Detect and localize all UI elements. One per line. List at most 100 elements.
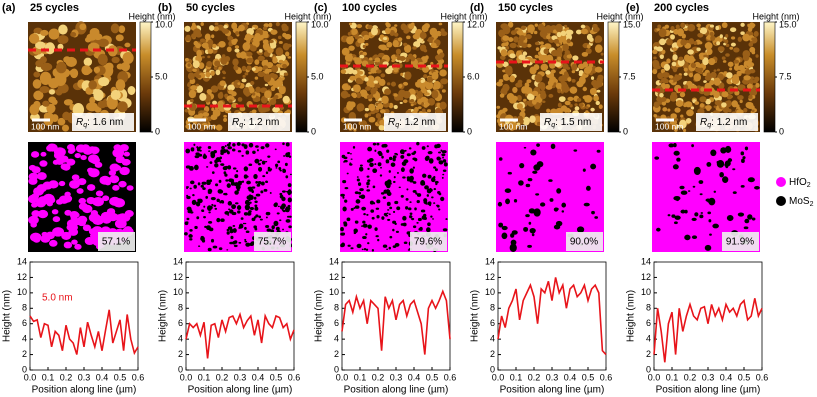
mos2-gap bbox=[274, 148, 277, 151]
grain bbox=[585, 106, 589, 110]
mos2-gap bbox=[248, 142, 254, 148]
grain bbox=[386, 41, 393, 48]
grain bbox=[373, 87, 378, 92]
grain bbox=[58, 24, 68, 35]
mos2-gap bbox=[438, 160, 444, 165]
mos2-gap bbox=[367, 146, 373, 152]
mos2-gap bbox=[719, 172, 724, 178]
grain bbox=[63, 99, 73, 106]
grain bbox=[441, 89, 446, 93]
grain bbox=[680, 114, 684, 118]
grain bbox=[557, 102, 562, 108]
colorbar-tick-label: 6.0 bbox=[467, 71, 480, 81]
mos2-gap bbox=[420, 182, 426, 186]
mos2-gap bbox=[249, 206, 254, 211]
grain bbox=[534, 41, 540, 46]
mos2-gap bbox=[376, 142, 380, 146]
mos2-gap bbox=[390, 162, 396, 167]
grain bbox=[543, 48, 549, 55]
grain bbox=[214, 22, 219, 26]
grain bbox=[664, 65, 669, 69]
profile-line bbox=[185, 311, 295, 359]
grain bbox=[264, 90, 272, 99]
grain bbox=[699, 103, 705, 108]
mos2-gap bbox=[673, 143, 677, 148]
grain bbox=[210, 70, 215, 76]
grain bbox=[582, 95, 589, 100]
mos2-gap bbox=[366, 213, 369, 216]
grain bbox=[596, 89, 601, 93]
mos2-gap bbox=[287, 189, 292, 195]
grain bbox=[215, 124, 223, 131]
grain bbox=[597, 74, 604, 81]
mos2-gap bbox=[244, 238, 247, 241]
grain bbox=[733, 64, 740, 71]
rq-box bbox=[72, 113, 134, 131]
grain bbox=[721, 91, 729, 98]
grain bbox=[261, 59, 269, 67]
mos2-gap bbox=[201, 210, 205, 213]
hfo2-grain bbox=[126, 185, 134, 191]
mos2-gap bbox=[189, 238, 193, 241]
x-tick-label: 0.3 bbox=[546, 372, 559, 382]
mos2-gap bbox=[191, 199, 197, 206]
colorbar bbox=[451, 21, 464, 133]
mos2-gap bbox=[197, 149, 200, 152]
mos2-gap bbox=[356, 176, 359, 178]
x-tick-label: 0.1 bbox=[354, 372, 367, 382]
mos2-gap bbox=[340, 227, 344, 232]
grain bbox=[440, 78, 448, 85]
mos2-gap bbox=[236, 142, 241, 146]
grain bbox=[426, 76, 434, 83]
grain bbox=[730, 36, 736, 40]
grain bbox=[666, 38, 673, 46]
mos2-gap bbox=[411, 152, 416, 155]
mos2-gap bbox=[428, 158, 434, 164]
grain bbox=[226, 46, 232, 53]
grain bbox=[345, 54, 353, 62]
mos2-gap bbox=[186, 187, 188, 190]
grain bbox=[699, 67, 704, 71]
grain bbox=[378, 78, 386, 86]
mos2-gap bbox=[193, 143, 196, 146]
grain bbox=[251, 27, 255, 30]
grain bbox=[529, 66, 537, 75]
mos2-gap bbox=[224, 211, 230, 215]
grain bbox=[585, 67, 592, 74]
mos2-gap bbox=[375, 207, 380, 210]
x-tick-label: 0.4 bbox=[252, 372, 265, 382]
grain bbox=[234, 45, 240, 49]
grain bbox=[593, 95, 599, 102]
grain bbox=[398, 83, 403, 88]
grain bbox=[688, 72, 694, 78]
grain bbox=[278, 54, 286, 62]
grain bbox=[352, 93, 357, 99]
grain bbox=[93, 66, 101, 73]
grain bbox=[548, 93, 554, 98]
coverage-box bbox=[566, 232, 603, 251]
grain bbox=[373, 80, 378, 84]
mos2-gap bbox=[271, 225, 275, 230]
grain bbox=[521, 86, 528, 94]
coverage-label: 57.1% bbox=[102, 237, 130, 248]
mos2-gap bbox=[284, 162, 288, 167]
mos2-gap bbox=[363, 248, 367, 251]
grain bbox=[721, 56, 726, 60]
grain bbox=[719, 34, 723, 39]
grain bbox=[505, 45, 510, 50]
mos2-gap bbox=[215, 183, 219, 187]
grain bbox=[670, 113, 677, 119]
mos2-gap bbox=[406, 188, 409, 191]
grain bbox=[110, 23, 120, 34]
mos2-gap bbox=[532, 170, 538, 174]
grain bbox=[370, 27, 378, 36]
grain bbox=[713, 105, 717, 108]
grain bbox=[250, 39, 254, 43]
mos2-gap bbox=[400, 194, 404, 198]
grain bbox=[704, 52, 708, 55]
grain bbox=[413, 41, 421, 48]
rq-subscript: q bbox=[551, 122, 555, 129]
grain bbox=[706, 48, 713, 56]
grain bbox=[206, 61, 213, 68]
mos2-gap bbox=[402, 176, 406, 179]
